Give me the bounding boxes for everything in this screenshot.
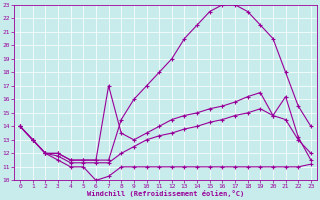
X-axis label: Windchill (Refroidissement éolien,°C): Windchill (Refroidissement éolien,°C) (87, 190, 244, 197)
